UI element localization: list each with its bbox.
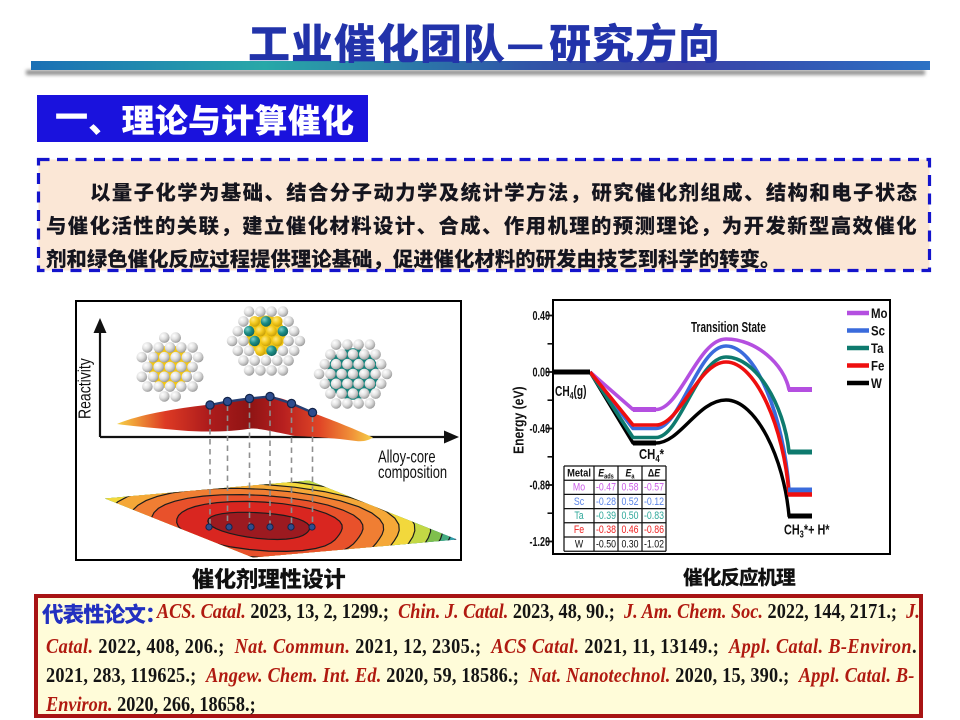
svg-text:0.00: 0.00 [533, 366, 550, 380]
svg-text:W: W [871, 376, 882, 391]
svg-text:composition: composition [378, 463, 447, 483]
svg-text:-0.28: -0.28 [596, 496, 616, 508]
svg-text:-0.50: -0.50 [596, 539, 616, 551]
svg-text:W: W [575, 539, 584, 551]
svg-text:Ta: Ta [871, 341, 884, 356]
svg-text:Mo: Mo [871, 306, 888, 321]
svg-text:CH3*+ H*: CH3*+ H* [784, 521, 830, 540]
svg-text:0.40: 0.40 [533, 310, 550, 324]
svg-text:-0.83: -0.83 [644, 510, 664, 522]
svg-text:CH4*: CH4* [639, 446, 665, 465]
svg-text:0.46: 0.46 [621, 524, 639, 536]
svg-text:-1.02: -1.02 [644, 539, 664, 551]
svg-text:-0.80: -0.80 [530, 479, 550, 493]
svg-text:-0.38: -0.38 [596, 524, 616, 536]
svg-text:-1.20: -1.20 [530, 536, 550, 550]
svg-text:-0.39: -0.39 [596, 510, 616, 522]
svg-text:Fe: Fe [871, 359, 884, 374]
svg-text:Fe: Fe [574, 524, 585, 536]
svg-text:0.50: 0.50 [621, 510, 639, 522]
svg-text:-0.12: -0.12 [644, 496, 664, 508]
svg-text:-0.57: -0.57 [644, 482, 664, 494]
svg-text:Reactivity: Reactivity [75, 357, 95, 419]
svg-text:Sc: Sc [871, 324, 885, 339]
svg-text:Metal: Metal [567, 468, 591, 480]
svg-text:-0.40: -0.40 [530, 423, 550, 437]
svg-text:Transition State: Transition State [691, 319, 766, 335]
svg-text:Eads: Eads [598, 468, 614, 481]
svg-text:Alloy-core: Alloy-core [378, 448, 436, 468]
svg-text:0.58: 0.58 [621, 482, 639, 494]
svg-text:Ea: Ea [626, 468, 635, 481]
svg-text:Mo: Mo [573, 482, 586, 494]
svg-text:-0.86: -0.86 [644, 524, 664, 536]
svg-text:CH4(g): CH4(g) [555, 383, 586, 401]
svg-text:Sc: Sc [574, 496, 584, 508]
svg-text:0.52: 0.52 [621, 496, 639, 508]
svg-text:Ta: Ta [574, 510, 584, 522]
svg-text:-0.47: -0.47 [596, 482, 616, 494]
svg-text:Energy (eV): Energy (eV) [511, 386, 527, 454]
svg-text:ΔE: ΔE [648, 468, 661, 480]
svg-text:0.30: 0.30 [621, 539, 639, 551]
